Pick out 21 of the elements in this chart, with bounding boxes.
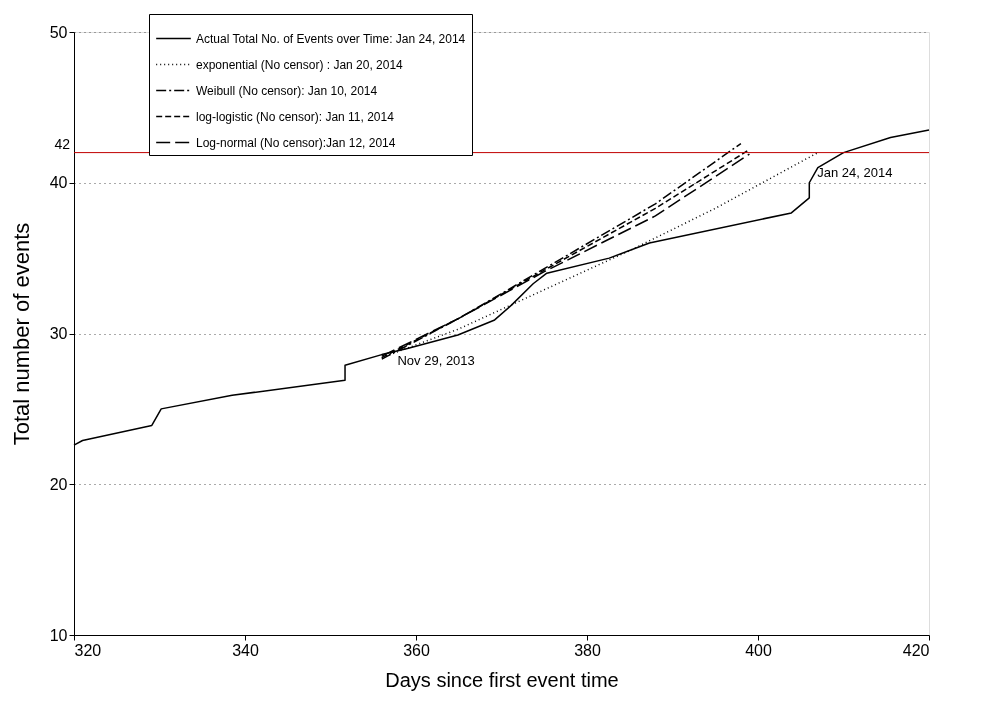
y-tick-label: 50 bbox=[49, 23, 68, 41]
ref-line-label: 42 bbox=[54, 135, 71, 152]
y-axis-title: Total number of events bbox=[8, 222, 34, 446]
annotation: Jan 24, 2014 bbox=[817, 164, 893, 180]
x-tick-label: 380 bbox=[574, 641, 601, 659]
legend-label: Weibull (No censor): Jan 10, 2014 bbox=[196, 83, 378, 98]
legend-label: Actual Total No. of Events over Time: Jan 24, 2014 bbox=[196, 31, 466, 46]
x-tick-label: 420 bbox=[902, 641, 930, 659]
annotation: Nov 29, 2013 bbox=[397, 352, 475, 368]
x-axis-title: Days since first event time bbox=[385, 668, 619, 691]
legend-label: exponential (No censor) : Jan 20, 2014 bbox=[196, 57, 404, 72]
y-tick-label: 40 bbox=[49, 174, 68, 192]
legend-label: Log-normal (No censor):Jan 12, 2014 bbox=[196, 135, 396, 150]
x-tick-label: 400 bbox=[745, 641, 772, 659]
y-tick-label: 10 bbox=[49, 626, 68, 644]
x-tick-label: 340 bbox=[232, 641, 259, 659]
y-tick-label: 20 bbox=[49, 475, 68, 493]
x-tick-label: 360 bbox=[403, 641, 430, 659]
legend-label: log-logistic (No censor): Jan 11, 2014 bbox=[196, 109, 395, 124]
y-tick-label: 30 bbox=[49, 325, 68, 342]
x-tick-label: 320 bbox=[74, 641, 102, 659]
